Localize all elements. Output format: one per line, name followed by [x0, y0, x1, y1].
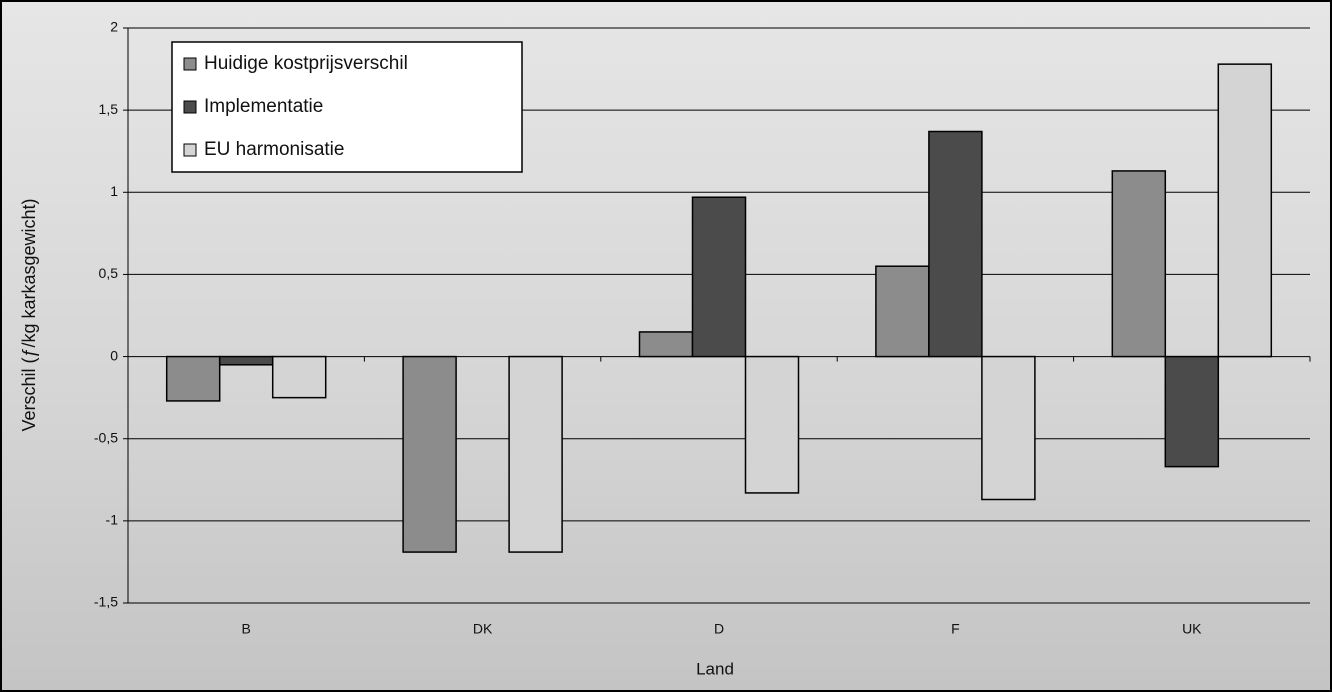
bar	[271, 355, 327, 399]
legend-label: EU harmonisatie	[204, 139, 344, 160]
x-tick-label: F	[951, 621, 960, 637]
bar	[402, 355, 457, 553]
x-tick-label: UK	[1182, 621, 1202, 637]
legend-label: Implementatie	[204, 96, 323, 117]
bar	[691, 196, 747, 358]
y-tick-label: -1	[106, 512, 119, 528]
bar	[981, 355, 1036, 501]
legend-swatch	[183, 143, 197, 157]
x-tick-label: B	[242, 621, 251, 637]
legend-box	[171, 41, 523, 173]
legend-swatch	[183, 100, 197, 114]
y-tick-label: 0,5	[99, 265, 119, 281]
y-tick-label: 0	[110, 347, 118, 363]
bar	[218, 355, 274, 366]
y-tick-label: 1,5	[99, 101, 119, 117]
bar	[744, 355, 800, 494]
y-tick-label: -0,5	[94, 429, 118, 445]
legend-label: Huidige kostprijsverschil	[204, 53, 408, 74]
x-tick-label: DK	[473, 621, 493, 637]
bar	[508, 355, 563, 553]
bar	[1217, 63, 1273, 358]
bar	[875, 265, 930, 358]
bar	[165, 355, 221, 402]
bar	[928, 130, 983, 358]
bar	[638, 331, 694, 358]
bar	[1164, 355, 1220, 468]
bar	[1111, 170, 1167, 358]
x-tick-label: D	[714, 621, 724, 637]
y-axis-label: Verschil (ƒ/kg karkasgewicht)	[19, 198, 39, 431]
y-tick-label: -1,5	[94, 594, 118, 610]
x-axis-label: Land	[696, 659, 734, 678]
legend-swatch	[183, 57, 197, 71]
y-tick-label: 2	[110, 19, 118, 35]
y-tick-label: 1	[110, 183, 118, 199]
